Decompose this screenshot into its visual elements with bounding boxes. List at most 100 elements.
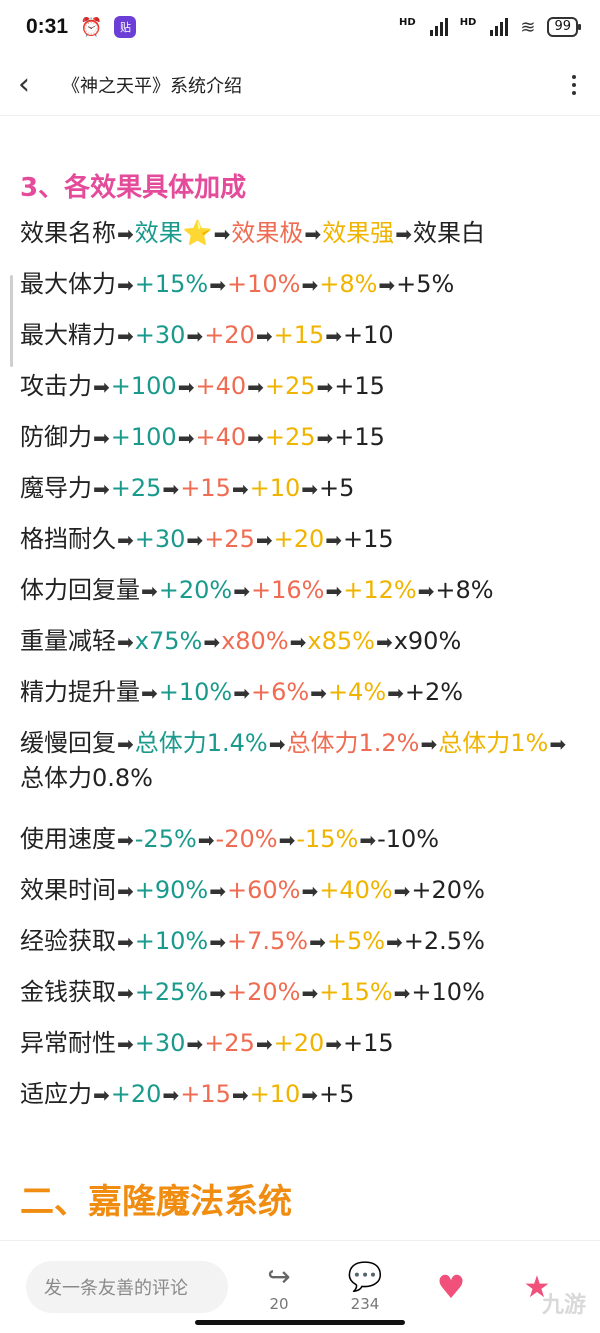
effect-name: 防御力 [20,423,92,451]
effect-name: 最大精力 [20,321,116,349]
signal-icon [429,18,448,36]
arrow-icon: ➡ [141,579,158,603]
tier1-value: +90% [134,876,209,904]
effect-name: 缓慢回复 [20,729,116,757]
tier3-value: +15% [319,978,393,1006]
effect-name: 适应力 [20,1080,92,1108]
tier4-value: +8% [435,576,494,604]
arrow-icon: ➡ [247,375,264,399]
tier2-value: +7.5% [226,927,309,955]
comment-input[interactable]: 发一条友善的评论 [26,1261,228,1313]
effect-name: 使用速度 [20,825,116,853]
arrow-icon: ➡ [255,528,273,552]
effect-name: 最大体力 [20,270,116,298]
arrow-icon: ➡ [186,528,204,552]
tier3-value: +12% [343,576,417,604]
tier4-value: +15 [334,423,385,451]
tier4-value: +15 [343,525,394,553]
tier2-value: x80% [221,627,289,655]
arrow-icon: ➡ [117,828,134,852]
tier4-value: +5 [319,1080,355,1108]
tier4-value: x90% [393,627,462,655]
tier3-value: +10 [249,1080,301,1108]
arrow-icon: ➡ [117,930,134,954]
arrow-icon: ➡ [117,528,134,552]
arrow-icon: ➡ [309,930,326,954]
effect-row: 缓慢回复➡总体力1.4%➡总体力1.2%➡总体力1%➡总体力0.8% [20,718,580,814]
tier3-value: x85% [307,627,375,655]
arrow-icon: ➡ [93,477,110,501]
arrow-icon: ➡ [304,222,322,246]
more-options-icon[interactable] [566,69,582,101]
app-notification-icon: 贴 [114,16,137,38]
effect-row: 体力回复量➡+20%➡+16%➡+12%➡+8% [20,565,580,616]
star-icon: ⭐ [182,219,213,247]
comment-icon: 💬 [347,1260,383,1293]
tier3-value: 总体力1% [438,729,549,757]
arrow-icon: ➡ [301,1083,319,1107]
article-content: 3、各效果具体加成 效果名称➡效果⭐➡效果极➡效果强➡效果白 最大体力➡+15%➡… [0,168,600,1232]
share-icon: ↪ [267,1260,291,1293]
tier1-value: +25% [134,978,209,1006]
battery-icon: 99 [547,17,581,37]
arrow-icon: ➡ [117,273,134,297]
favorite-button[interactable]: ★ [502,1270,572,1305]
tier3-value: +4% [327,678,387,706]
tier1-value: +100 [110,423,177,451]
effect-row: 使用速度➡-25%➡-20%➡-15%➡-10% [20,814,580,865]
arrow-icon: ➡ [325,528,343,552]
effect-row: 魔导力➡+25➡+15➡+10➡+5 [20,463,580,514]
arrow-icon: ➡ [93,375,110,399]
tier4-value: +2% [404,678,464,706]
arrow-icon: ➡ [316,426,334,450]
watermark-logo: 九游 [541,1293,586,1318]
tier4-value: +10 [343,321,394,349]
effect-row: 精力提升量➡+10%➡+6%➡+4%➡+2% [20,667,580,718]
arrow-icon: ➡ [289,630,307,654]
tier2-value: +40 [195,372,247,400]
tier4-value: 总体力0.8% [20,764,153,792]
effect-name: 精力提升量 [20,678,140,706]
tier1-value: +10% [134,927,209,955]
arrow-icon: ➡ [301,273,319,297]
tier3-value: +25 [264,372,316,400]
share-button[interactable]: ↪ 20 [244,1260,314,1314]
arrow-icon: ➡ [117,981,134,1005]
back-icon[interactable]: ‹ [18,67,30,102]
arrow-icon: ➡ [301,981,319,1005]
tier3-value: 效果强 [322,219,395,247]
effect-row: 攻击力➡+100➡+40➡+25➡+15 [20,361,580,412]
tier2-value: +25 [204,525,255,553]
tier3-value: +20 [273,1029,325,1057]
arrow-icon: ➡ [325,1032,343,1056]
tier2-value: 总体力1.2% [286,729,420,757]
next-section-heading: 二、嘉隆魔法系统 [20,1182,292,1222]
tier2-value: +60% [226,876,301,904]
arrow-icon: ➡ [255,1032,273,1056]
bottom-bar: 发一条友善的评论 ↪ 20 💬 234 ♥ ★ 九游 [0,1240,600,1333]
arrow-icon: ➡ [141,681,158,705]
wifi-icon: ≋ [520,16,536,38]
tier2-value: -20% [215,825,278,853]
arrow-icon: ➡ [231,1083,249,1107]
arrow-icon: ➡ [393,879,411,903]
effect-name: 异常耐性 [20,1029,116,1057]
arrow-icon: ➡ [325,579,343,603]
arrow-icon: ➡ [247,426,264,450]
tier1-value: +100 [110,372,177,400]
scroll-indicator[interactable] [10,275,13,367]
tier2-value: +40 [195,423,247,451]
tier4-value: -10% [377,825,440,853]
tier3-value: +20 [273,525,325,553]
arrow-icon: ➡ [255,324,273,348]
tier1-value: 总体力1.4% [134,729,268,757]
tier3-value: +25 [264,423,316,451]
comment-button[interactable]: 💬 234 [330,1260,400,1314]
status-time: 0:31 [26,15,69,38]
tier3-value: +10 [249,474,301,502]
effect-row: 异常耐性➡+30➡+25➡+20➡+15 [20,1018,580,1069]
arrow-icon: ➡ [117,324,134,348]
arrow-icon: ➡ [162,477,180,501]
effect-row: 防御力➡+100➡+40➡+25➡+15 [20,412,580,463]
like-button[interactable]: ♥ [416,1268,486,1306]
